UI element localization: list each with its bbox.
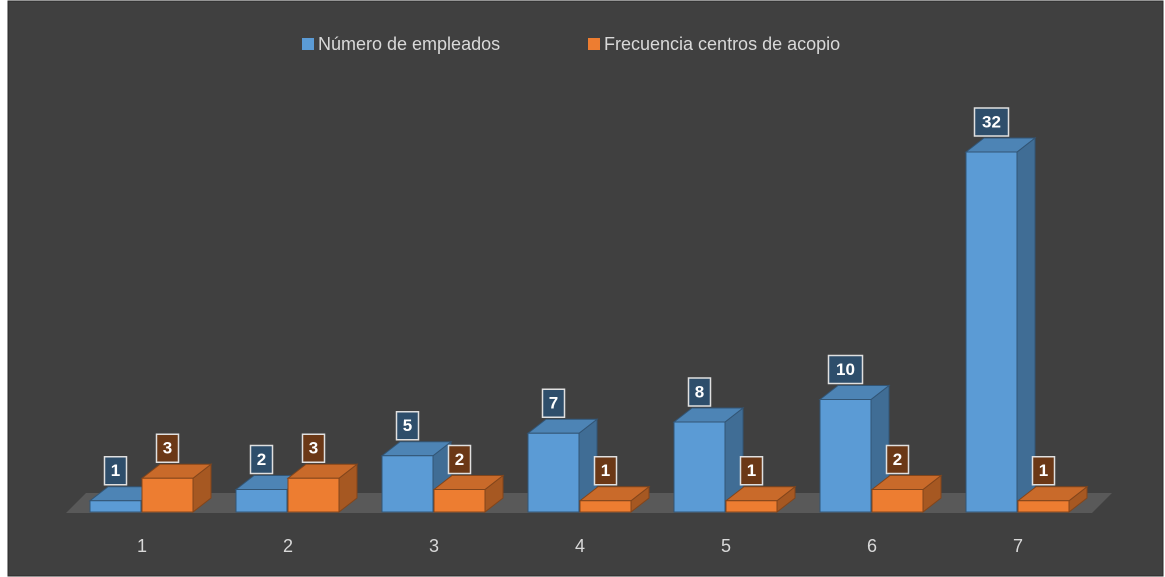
legend-swatch xyxy=(588,38,600,50)
data-label: 2 xyxy=(257,450,266,469)
x-tick-label: 4 xyxy=(575,536,585,556)
bar-front xyxy=(725,500,778,513)
data-label-box xyxy=(593,456,618,486)
legend-swatch xyxy=(302,38,314,50)
bar xyxy=(140,463,213,514)
bar-front xyxy=(433,489,486,513)
x-tick-label: 7 xyxy=(1013,536,1023,556)
bar xyxy=(870,474,943,514)
bar-front xyxy=(381,455,434,513)
data-label-box xyxy=(155,433,180,463)
x-tick-label: 5 xyxy=(721,536,731,556)
bar-front xyxy=(89,500,142,513)
bar-front xyxy=(579,500,632,513)
data-label-box xyxy=(395,411,420,441)
data-label: 1 xyxy=(1039,461,1048,480)
bar xyxy=(724,485,797,514)
x-tick-label: 3 xyxy=(429,536,439,556)
data-label: 32 xyxy=(982,112,1001,131)
bar-front xyxy=(871,489,924,513)
data-label: 2 xyxy=(893,450,902,469)
data-label-box xyxy=(541,388,566,418)
data-label-box xyxy=(249,444,274,475)
data-label-box xyxy=(1031,456,1056,486)
data-label: 10 xyxy=(836,360,855,379)
data-label: 1 xyxy=(601,461,610,480)
bar xyxy=(672,406,745,514)
data-label-box xyxy=(827,354,864,385)
data-label: 3 xyxy=(309,439,318,458)
data-label-box xyxy=(103,456,128,486)
data-label-box xyxy=(447,444,472,475)
data-label: 1 xyxy=(111,461,120,480)
x-tick-label: 1 xyxy=(137,536,147,556)
x-tick-label: 6 xyxy=(867,536,877,556)
data-label: 7 xyxy=(549,394,558,413)
data-label-box xyxy=(301,433,326,463)
data-label-box xyxy=(885,444,910,475)
bar-front xyxy=(527,432,580,513)
bar xyxy=(432,474,505,514)
bar xyxy=(286,463,359,514)
data-label: 8 xyxy=(695,382,704,401)
data-label: 3 xyxy=(163,439,172,458)
data-label: 1 xyxy=(747,461,756,480)
bar-side xyxy=(1016,136,1036,514)
legend-label: Número de empleados xyxy=(318,34,500,54)
data-label: 2 xyxy=(455,450,464,469)
legend-label: Frecuencia centros de acopio xyxy=(604,34,840,54)
bar xyxy=(1016,485,1089,514)
bar-front xyxy=(965,151,1018,513)
bar-front xyxy=(1017,500,1070,513)
bar-front xyxy=(235,489,288,513)
bar xyxy=(578,485,651,514)
bar-front xyxy=(141,477,194,513)
data-label-box xyxy=(739,456,764,486)
bar xyxy=(964,136,1037,514)
data-label-box xyxy=(687,377,712,407)
data-label-box xyxy=(973,107,1010,137)
bar-front xyxy=(673,421,726,513)
bar-front xyxy=(819,399,872,513)
bar-front xyxy=(287,477,340,513)
bar xyxy=(526,418,599,514)
x-tick-label: 2 xyxy=(283,536,293,556)
data-label: 5 xyxy=(403,416,412,435)
